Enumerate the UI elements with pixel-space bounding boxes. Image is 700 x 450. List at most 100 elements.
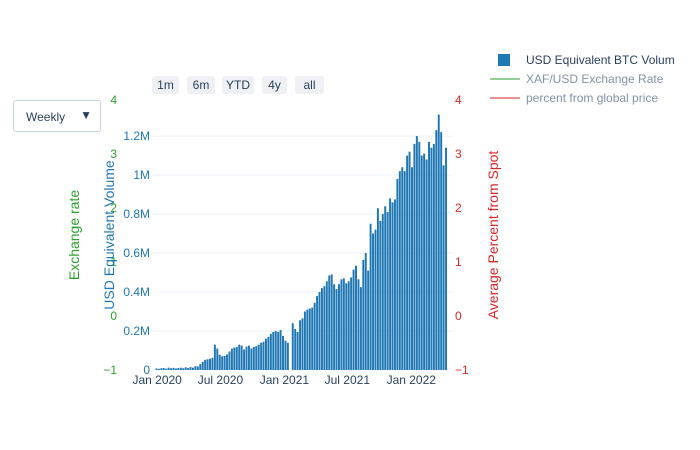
volume-bar [432, 143, 435, 370]
volume-bar [338, 284, 340, 370]
volume-bar [362, 259, 365, 370]
y-volume-tick-label: 0.6M [123, 246, 150, 260]
volume-bar [206, 359, 209, 370]
legend-item-1[interactable]: XAF/USD Exchange Rate [526, 72, 664, 86]
volume-bar [350, 277, 353, 370]
volume-bar [374, 229, 377, 370]
y-percent-axis-title: Average Percent from Spot [485, 151, 501, 320]
volume-bar [274, 331, 277, 370]
triangle-down-icon: ▼ [80, 108, 92, 122]
volume-bar [303, 311, 306, 370]
volume-bar [199, 364, 202, 370]
range-button-1m[interactable]: 1m [152, 76, 179, 94]
x-tick-label: Jan 2022 [387, 373, 437, 387]
legend-item-2[interactable]: percent from global price [526, 91, 659, 105]
volume-bar [179, 367, 182, 370]
volume-bar [221, 356, 224, 370]
volume-bar [308, 308, 311, 370]
volume-bar [235, 347, 238, 370]
volume-bar [396, 178, 399, 370]
volume-bar [389, 198, 392, 370]
volume-bar [367, 270, 370, 370]
volume-bar [381, 214, 384, 370]
volume-bar [282, 335, 284, 370]
y-percent-tick-label: 2 [455, 201, 462, 215]
range-button-all[interactable]: all [295, 76, 324, 94]
y-volume-tick-label: 0.2M [123, 324, 150, 338]
volume-bar [386, 212, 389, 370]
volume-bar [209, 358, 211, 370]
volume-bar [311, 307, 314, 370]
volume-bar [204, 359, 207, 370]
volume-bar [391, 202, 394, 370]
volume-bar [162, 368, 165, 370]
volume-bar [347, 281, 350, 370]
volume-bar [155, 368, 158, 370]
volume-bar [294, 329, 297, 370]
volume-bar [316, 295, 319, 370]
y-exchange-tick-label: 2 [110, 201, 117, 215]
volume-bar [257, 344, 260, 370]
y-exchange-tick-label: 4 [110, 93, 117, 107]
volume-bar [393, 199, 396, 370]
volume-bar [247, 345, 250, 370]
volume-bar [403, 171, 406, 370]
volume-bar [445, 147, 448, 370]
volume-bar [187, 368, 190, 370]
volume-bar [250, 348, 253, 370]
volume-bar [196, 366, 199, 370]
volume-bar [333, 284, 336, 370]
volume-bar [328, 275, 331, 370]
volume-bar [401, 167, 404, 370]
y-percent-tick-label: 3 [455, 147, 462, 161]
frequency-dropdown[interactable]: Weekly ▼ [13, 100, 101, 132]
volume-bar [352, 269, 355, 370]
y-exchange-tick-label: 1 [110, 255, 117, 269]
volume-bar [189, 367, 192, 370]
volume-bar [286, 342, 289, 370]
volume-bar [411, 167, 413, 370]
range-button-4y[interactable]: 4y [262, 76, 287, 94]
volume-bar [167, 367, 170, 370]
x-tick-label: Jul 2020 [198, 373, 244, 387]
volume-bar [252, 347, 255, 370]
volume-bar [435, 130, 438, 370]
legend-item-0[interactable]: USD Equivalent BTC Volum [526, 53, 675, 67]
y-volume-tick-label: 0 [143, 363, 150, 377]
volume-bar [211, 357, 214, 370]
volume-bar [243, 349, 246, 370]
range-button-ytd[interactable]: YTD [222, 76, 254, 94]
volume-bar [313, 302, 316, 370]
volume-bar [440, 132, 443, 370]
range-button-6m[interactable]: 6m [187, 76, 215, 94]
volume-bar [423, 153, 426, 370]
volume-bar [398, 171, 401, 370]
volume-bar [240, 345, 243, 370]
y-percent-tick-label: 1 [455, 255, 462, 269]
volume-bar [376, 208, 379, 370]
frequency-dropdown-value: Weekly [26, 110, 66, 124]
volume-bar [428, 141, 430, 370]
volume-bar [194, 366, 197, 370]
volume-bar [384, 206, 387, 370]
volume-bar [201, 361, 204, 370]
y-exchange-tick-label: −1 [103, 363, 117, 377]
volume-bar [420, 155, 423, 370]
volume-bar [182, 368, 185, 370]
volume-bar [172, 367, 175, 370]
volume-bar [379, 220, 382, 370]
volume-bar [216, 348, 219, 370]
y-exchange-tick-label: 0 [110, 309, 117, 323]
x-tick-label: Jan 2020 [132, 373, 182, 387]
volume-bar [269, 333, 272, 370]
volume-bar [265, 338, 267, 370]
volume-bar [355, 265, 357, 370]
volume-bar [364, 253, 367, 370]
volume-bar [342, 278, 345, 370]
volume-bar [170, 368, 173, 370]
volume-bar [299, 320, 302, 370]
volume-bar [228, 351, 231, 370]
y-volume-axis-title: USD Equivalent Volume [101, 160, 117, 310]
volume-bar [330, 274, 333, 370]
